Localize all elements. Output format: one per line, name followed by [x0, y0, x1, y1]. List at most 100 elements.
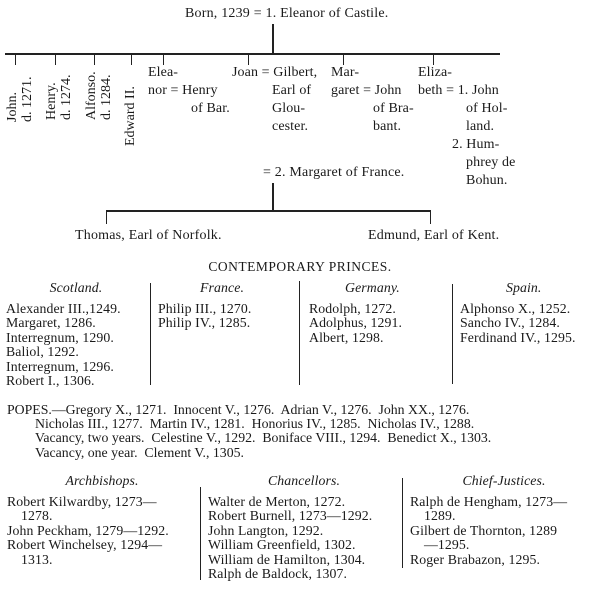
text-line: bant. — [373, 119, 402, 134]
column-divider — [402, 478, 403, 568]
popes-paragraph: POPES.—Gregory X., 1271. Innocent V., 12… — [7, 402, 597, 460]
drop-line — [106, 210, 107, 224]
list-item: Walter de Merton, 1272. — [208, 493, 346, 509]
list-item: John Peckham, 1279—1292. — [7, 522, 169, 538]
list-item-continued: —1295. — [424, 537, 470, 552]
text-line: garet = John — [331, 83, 402, 98]
child-edmund: Edmund, Earl of Kent. — [368, 228, 500, 243]
list-item: Philip IV., 1285. — [158, 315, 251, 330]
text-line: Vacancy, two years. Celestine V., 1292. … — [35, 430, 492, 446]
text-line: land. — [466, 119, 495, 134]
child-name: Edward II. — [123, 86, 138, 146]
list-item: Rodolph, 1272. — [309, 300, 396, 316]
drop-line — [55, 53, 56, 65]
column-heading: Germany. — [345, 280, 400, 295]
list-item: Gilbert de Thornton, 1289 — [410, 522, 558, 538]
child-henry: Henry. d. 1274. — [44, 75, 74, 121]
officials-chancellors: Chancellors. Walter de Merton, 1272. Rob… — [208, 473, 400, 582]
princes-germany: Germany. Rodolph, 1272. Adolphus, 1291. … — [309, 280, 449, 345]
child-name: Alfonso. — [84, 71, 99, 120]
child-date: d. 1274. — [59, 74, 74, 121]
princes-france: France. Philip III., 1270. Philip IV., 1… — [158, 280, 298, 331]
children-line — [5, 53, 500, 55]
list-item: Robert I., 1306. — [6, 373, 95, 388]
child-margaret: Mar- garet = John of Bra- bant. — [331, 64, 414, 136]
child-joan: Joan = Gilbert, Earl of Glou- cester. — [232, 64, 317, 136]
drop-line — [248, 53, 249, 65]
list-item: William Greenfield, 1302. — [208, 537, 356, 552]
list-item: Robert Winchelsey, 1294— — [7, 537, 163, 552]
list-item: Alexander III.,1249. — [6, 300, 121, 316]
column-divider — [150, 283, 151, 385]
child-date: d. 1271. — [20, 76, 35, 123]
child-john: John. d. 1271. — [5, 77, 35, 123]
text-line: Mar- — [331, 65, 360, 80]
list-item: Albert, 1298. — [309, 329, 384, 345]
drop-line — [433, 53, 434, 65]
list-item: Interregnum, 1290. — [6, 329, 114, 345]
text-line: Vacancy, one year. Clement V., 1305. — [35, 444, 244, 460]
text-line: Bohun. — [466, 173, 508, 188]
second-marriage: = 2. Margaret of France. — [263, 165, 405, 180]
text-line: POPES.—Gregory X., 1271. Innocent V., 12… — [7, 402, 470, 417]
list-item-continued: 1313. — [21, 551, 53, 567]
list-item: Alphonso X., 1252. — [460, 300, 571, 316]
descent-line — [272, 24, 274, 53]
descent-line — [272, 183, 274, 210]
text-line: Eliza- — [418, 65, 453, 80]
text-line: Elea- — [148, 65, 179, 80]
princes-scotland: Scotland. Alexander III.,1249. Margaret,… — [6, 280, 146, 389]
text-line: of Bar. — [191, 101, 230, 116]
children-line — [106, 210, 431, 212]
list-item: Roger Brabazon, 1295. — [410, 551, 541, 567]
text-line: beth = 1. John — [418, 83, 499, 98]
officials-archbishops: Archbishops. Robert Kilwardby, 1273— 127… — [7, 473, 197, 567]
text-line: phrey de — [466, 155, 516, 170]
list-item: Ralph de Hengham, 1273— — [410, 493, 568, 509]
drop-line — [430, 210, 431, 224]
officials-chief-justices: Chief-Justices. Ralph de Hengham, 1273— … — [410, 473, 598, 567]
list-item-continued: 1289. — [424, 508, 456, 523]
drop-line — [94, 53, 95, 65]
list-item-continued: 1278. — [21, 508, 53, 523]
text-line: of Bra- — [373, 101, 414, 116]
drop-line — [15, 53, 16, 65]
column-heading: Spain. — [506, 280, 542, 295]
child-name: Henry. — [44, 82, 59, 120]
text-line: Earl of — [272, 83, 312, 98]
child-edward-ii: Edward II. — [123, 86, 138, 146]
text-line: nor = Henry — [148, 83, 218, 98]
text-line: Glou- — [272, 101, 306, 116]
princes-spain: Spain. Alphonso X., 1252. Sancho IV., 12… — [460, 280, 600, 345]
list-item: Philip III., 1270. — [158, 300, 252, 316]
section-title: CONTEMPORARY PRINCES. — [208, 259, 392, 274]
column-divider — [452, 284, 453, 384]
list-item: Robert Kilwardby, 1273— — [7, 493, 157, 509]
column-heading: France. — [200, 280, 244, 295]
child-elizabeth: Eliza- beth = 1. John of Hol- land. 2. H… — [418, 64, 515, 190]
child-date: d. 1284. — [99, 74, 114, 121]
text-line: Joan = Gilbert, — [232, 65, 318, 80]
drop-line — [131, 53, 132, 65]
child-thomas: Thomas, Earl of Norfolk. — [75, 228, 222, 243]
column-divider — [299, 281, 300, 385]
column-divider — [200, 487, 201, 580]
column-heading: Chancellors. — [267, 473, 341, 488]
child-name: John. — [5, 92, 20, 122]
text-line: cester. — [272, 119, 309, 134]
list-item: Ferdinand IV., 1295. — [460, 329, 576, 345]
list-item: Ralph de Baldock, 1307. — [208, 566, 348, 581]
list-item: Margaret, 1286. — [6, 315, 96, 330]
list-item: Interregnum, 1296. — [6, 358, 114, 374]
first-marriage: Born, 1239 = 1. Eleanor of Castile. — [185, 6, 389, 21]
child-eleanor: Elea- nor = Henry of Bar. — [148, 64, 230, 118]
column-heading: Scotland. — [49, 280, 103, 295]
list-item: Adolphus, 1291. — [309, 315, 403, 330]
list-item: Baliol, 1292. — [6, 344, 79, 359]
child-alfonso: Alfonso. d. 1284. — [84, 71, 114, 120]
list-item: William de Hamilton, 1304. — [208, 551, 366, 567]
drop-line — [343, 53, 344, 65]
drop-line — [163, 53, 164, 65]
column-heading: Archbishops. — [65, 473, 139, 488]
